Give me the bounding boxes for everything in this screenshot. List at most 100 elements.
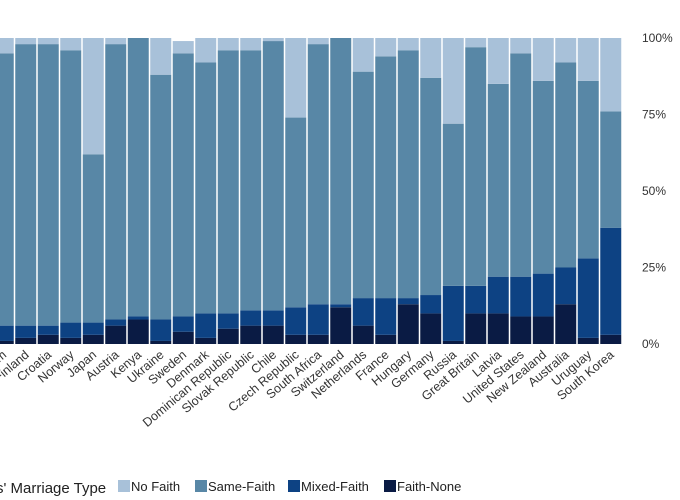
bar-segment-no-faith-7 — [150, 38, 172, 75]
bar-segment-mixed-faith-13 — [285, 307, 307, 335]
bar-segment-faith-none-18 — [397, 304, 419, 344]
bar-segment-faith-none-11 — [240, 325, 262, 344]
bar-segment-mixed-faith-26 — [577, 258, 599, 338]
bar-segment-same-faith-20 — [442, 123, 464, 286]
bar-segment-faith-none-0 — [0, 340, 14, 344]
bar-segment-faith-none-16 — [352, 325, 374, 344]
bar-segment-mixed-faith-24 — [532, 273, 554, 317]
bar-segment-faith-none-20 — [442, 340, 464, 344]
bar-segment-faith-none-3 — [60, 337, 82, 344]
bar-segment-no-faith-8 — [172, 41, 194, 54]
x-axis: umFinlandCroatiaNorwayJapanAustriaKenyaU… — [0, 347, 617, 430]
legend-swatch-same-faith — [195, 480, 207, 492]
bar-segment-faith-none-26 — [577, 337, 599, 344]
bar-segment-no-faith-4 — [82, 38, 104, 155]
bar-segment-no-faith-5 — [105, 38, 127, 45]
bar-segment-same-faith-5 — [105, 44, 127, 320]
bar-segment-no-faith-16 — [352, 38, 374, 72]
bar-segment-mixed-faith-27 — [600, 227, 622, 335]
bar-segment-no-faith-18 — [397, 38, 419, 51]
bar-segment-no-faith-9 — [195, 38, 217, 63]
bar-segment-mixed-faith-1 — [15, 325, 37, 338]
bar-segment-faith-none-24 — [532, 316, 554, 344]
bar-segment-mixed-faith-8 — [172, 316, 194, 332]
bar-segment-no-faith-2 — [37, 38, 59, 45]
bar-segment-same-faith-0 — [0, 53, 14, 326]
bar-segment-same-faith-2 — [37, 44, 59, 326]
bar-segment-mixed-faith-18 — [397, 298, 419, 305]
bar-segment-same-faith-19 — [420, 77, 442, 296]
bar-segment-faith-none-8 — [172, 331, 194, 344]
bar-segment-faith-none-12 — [262, 325, 284, 344]
bar-segment-faith-none-25 — [555, 304, 577, 344]
bar-segment-faith-none-22 — [487, 313, 509, 344]
bar-segment-same-faith-18 — [397, 50, 419, 299]
bar-segment-faith-none-9 — [195, 337, 217, 344]
bar-segment-mixed-faith-17 — [375, 298, 397, 335]
bar-segment-same-faith-11 — [240, 50, 262, 311]
bar-segment-faith-none-7 — [150, 340, 172, 344]
bar-segment-mixed-faith-19 — [420, 295, 442, 314]
legend-swatch-mixed-faith — [288, 480, 300, 492]
bar-segment-faith-none-27 — [600, 334, 622, 344]
y-tick-label: 0% — [642, 337, 660, 351]
bar-segment-no-faith-14 — [307, 38, 329, 45]
bar-segment-same-faith-27 — [600, 111, 622, 228]
bar-segment-mixed-faith-7 — [150, 319, 172, 341]
legend-label: Faith-None — [397, 479, 461, 494]
bar-segment-same-faith-4 — [82, 154, 104, 323]
bar-segment-mixed-faith-21 — [465, 285, 487, 314]
legend-label: Same-Faith — [208, 479, 275, 494]
bar-segment-mixed-faith-20 — [442, 285, 464, 341]
x-tick-label: um — [0, 348, 9, 370]
bar-segment-same-faith-17 — [375, 56, 397, 299]
bar-segment-same-faith-8 — [172, 53, 194, 317]
bar-segment-faith-none-15 — [330, 307, 352, 344]
legend-swatch-no-faith — [118, 480, 130, 492]
bar-segment-faith-none-2 — [37, 334, 59, 344]
bar-segment-same-faith-25 — [555, 62, 577, 268]
bar-segment-no-faith-11 — [240, 38, 262, 51]
bar-segment-same-faith-3 — [60, 50, 82, 323]
bar-segment-faith-none-23 — [510, 316, 532, 344]
bar-segment-same-faith-16 — [352, 71, 374, 299]
bar-segment-no-faith-17 — [375, 38, 397, 57]
bar-segment-faith-none-10 — [217, 328, 239, 344]
bar-segment-no-faith-22 — [487, 38, 509, 84]
bar-segment-same-faith-26 — [577, 80, 599, 259]
bar-segment-faith-none-13 — [285, 334, 307, 344]
bar-segment-same-faith-6 — [127, 38, 149, 317]
bar-segment-no-faith-3 — [60, 38, 82, 51]
bar-segment-mixed-faith-9 — [195, 313, 217, 338]
bar-segment-mixed-faith-22 — [487, 276, 509, 314]
bar-segment-mixed-faith-14 — [307, 304, 329, 335]
bar-segment-same-faith-14 — [307, 44, 329, 305]
legend-title: s' Marriage Type — [0, 480, 106, 497]
bar-segment-mixed-faith-2 — [37, 325, 59, 335]
bar-segment-mixed-faith-12 — [262, 310, 284, 326]
bar-segment-same-faith-23 — [510, 53, 532, 277]
bar-segment-same-faith-21 — [465, 47, 487, 286]
bar-segment-mixed-faith-6 — [127, 316, 149, 320]
bar-segment-same-faith-7 — [150, 74, 172, 320]
bar-segment-faith-none-14 — [307, 334, 329, 344]
bar-segment-same-faith-24 — [532, 80, 554, 274]
bar-segment-no-faith-19 — [420, 38, 442, 78]
bar-segment-same-faith-1 — [15, 44, 37, 326]
bar-segment-mixed-faith-23 — [510, 276, 532, 317]
y-axis: 0% 25% 50% 75% 100% — [642, 31, 673, 351]
bar-segment-faith-none-4 — [82, 334, 104, 344]
y-tick-label: 75% — [642, 108, 666, 122]
bar-segment-no-faith-26 — [577, 38, 599, 81]
bar-segment-same-faith-15 — [330, 38, 352, 305]
bar-segment-no-faith-1 — [15, 38, 37, 45]
bar-segment-same-faith-12 — [262, 41, 284, 311]
bar-segment-same-faith-10 — [217, 50, 239, 314]
bar-segment-faith-none-17 — [375, 334, 397, 344]
bar-segment-no-faith-13 — [285, 38, 307, 118]
bar-segment-no-faith-24 — [532, 38, 554, 81]
bar-segment-no-faith-21 — [465, 38, 487, 48]
bar-segment-faith-none-21 — [465, 313, 487, 344]
y-tick-label: 50% — [642, 184, 666, 198]
